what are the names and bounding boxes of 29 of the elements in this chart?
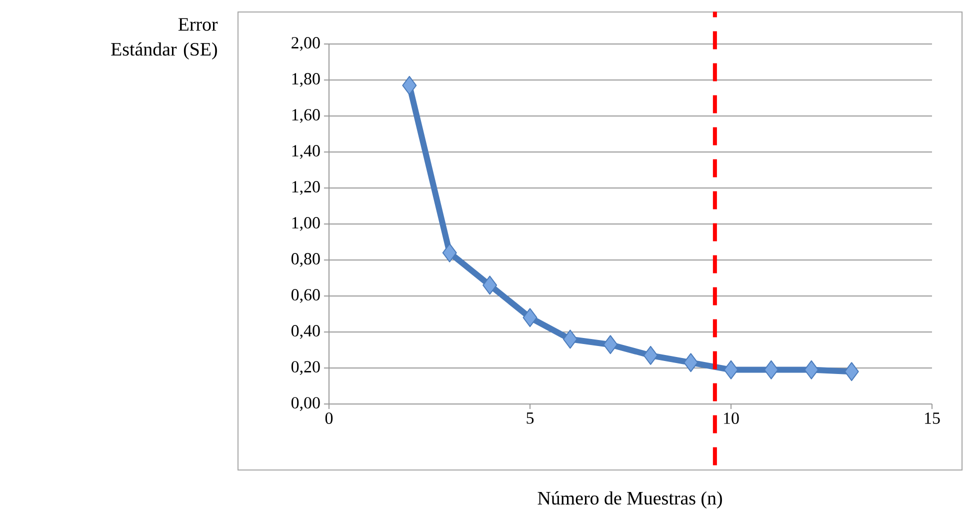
y-tick-label: 0,60 <box>291 289 320 303</box>
x-axis-title: Número de Muestras (n) <box>538 491 722 508</box>
point <box>684 353 698 372</box>
y-tick-label: 1,60 <box>292 109 320 123</box>
y-tick-label: 2,00 <box>292 37 320 51</box>
y-tick-label: 0,40 <box>291 325 320 339</box>
point <box>804 360 819 380</box>
point <box>764 360 778 380</box>
y-tick-label: 0,80 <box>291 253 320 267</box>
x-tick-label: 5 <box>526 412 534 424</box>
y-tick-label: 1,20 <box>292 181 320 195</box>
point <box>482 276 498 295</box>
x-tick-label: 15 <box>925 412 940 424</box>
point <box>603 335 618 354</box>
y-tick-label: 0,00 <box>291 397 320 411</box>
point <box>724 360 738 380</box>
y-tick-label: 1,40 <box>292 145 320 159</box>
point <box>562 330 578 349</box>
y-tick-label: 1,00 <box>292 217 320 231</box>
y-axis-title: Error Estándar (SE) <box>111 18 218 60</box>
point <box>402 76 417 95</box>
point <box>522 308 538 328</box>
point <box>442 243 457 262</box>
point <box>643 346 658 365</box>
x-tick-label: 10 <box>724 412 739 424</box>
y-tick-label: 0,20 <box>291 361 320 375</box>
point <box>844 362 859 382</box>
y-tick-label: 1,80 <box>292 73 320 87</box>
x-tick-label: 0 <box>325 412 333 424</box>
